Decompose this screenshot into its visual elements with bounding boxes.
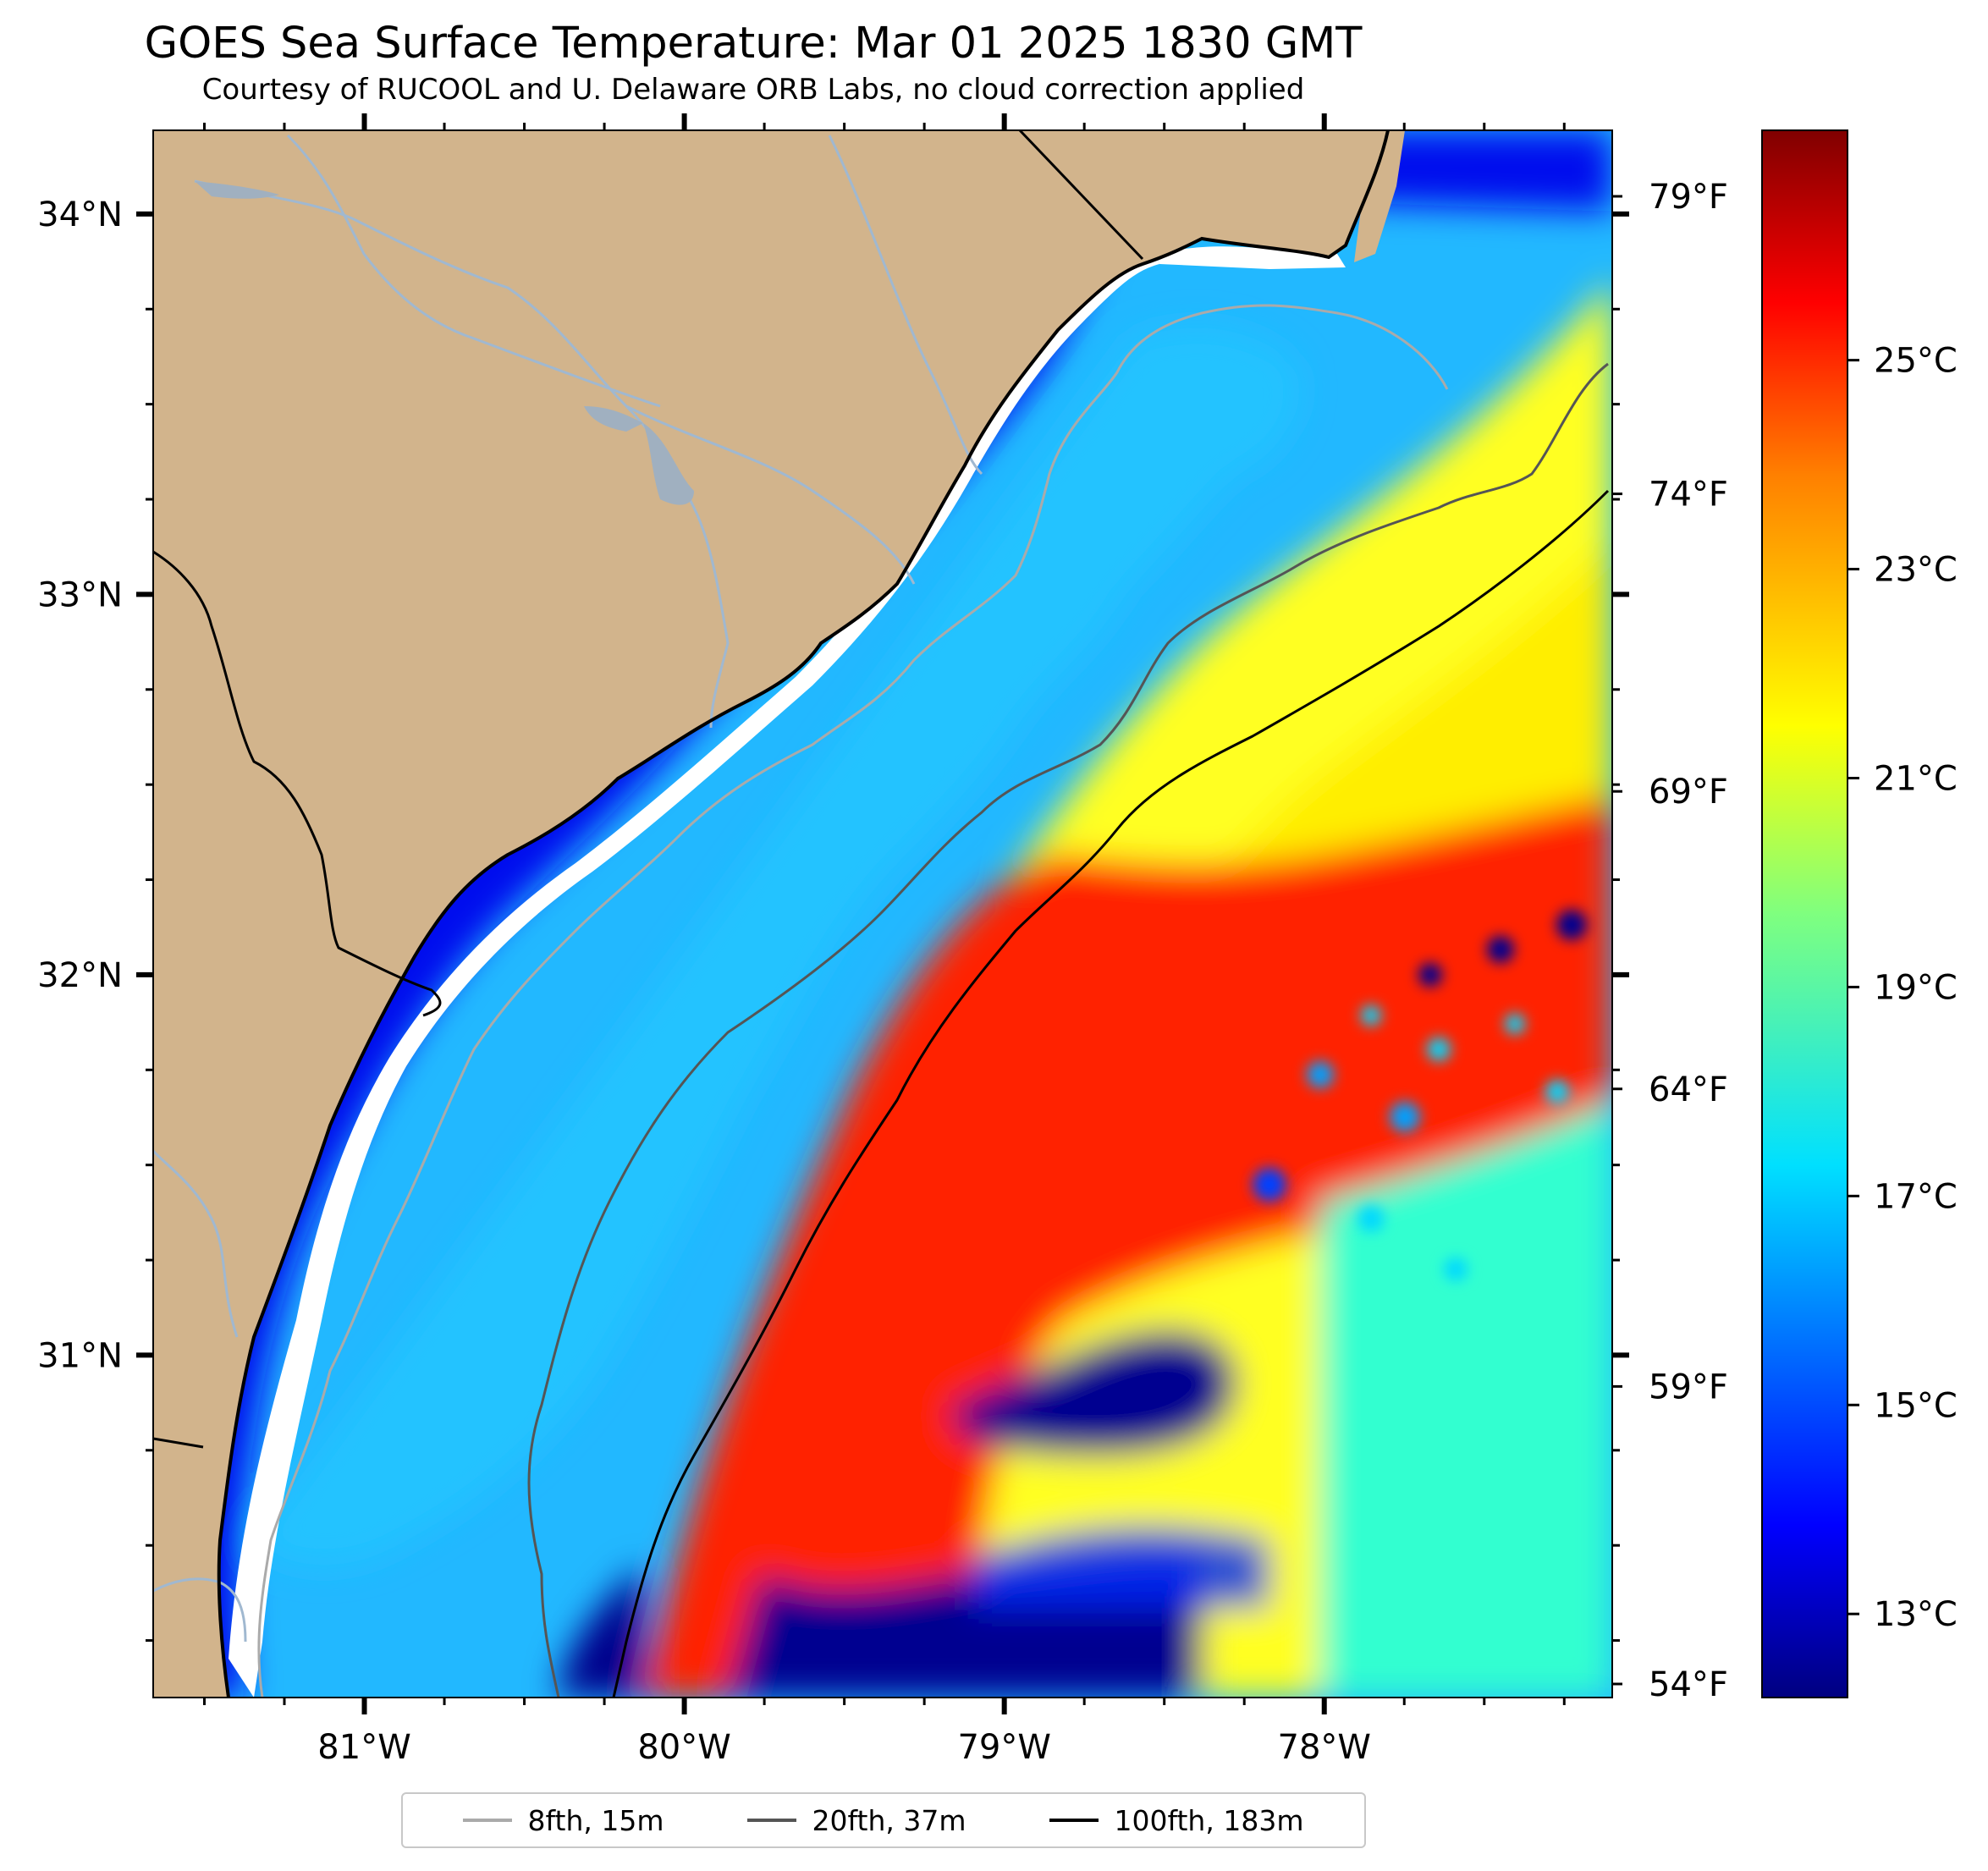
fahrenheit-labels: 79°F 74°F 69°F 64°F 59°F 54°F: [1612, 178, 1728, 1704]
latitude-labels: 34°N 33°N 32°N 31°N: [37, 195, 123, 1376]
coastline: [217, 130, 1390, 1698]
colorbar-label: 17°C: [1874, 1177, 1958, 1216]
lake-marion: [643, 423, 694, 505]
map-tick-marks: [136, 113, 1629, 1714]
colorbar-label: 25°C: [1874, 342, 1958, 381]
colorbar-ticks: 25°C 23°C 21°C 19°C 17°C 15°C 13°C: [1848, 342, 1958, 1634]
colorbar: [1761, 129, 1848, 1698]
colorbar-label: 23°C: [1874, 551, 1958, 590]
legend-label-8fth: 8fth, 15m: [527, 1803, 664, 1837]
longitude-label: 78°W: [1278, 1728, 1371, 1767]
isobaths: [257, 304, 1610, 1698]
longitude-label: 81°W: [317, 1728, 410, 1767]
fahrenheit-label: 79°F: [1649, 178, 1728, 217]
latitude-label: 34°N: [37, 195, 123, 234]
legend-swatch-20fth: [747, 1819, 797, 1822]
fahrenheit-label: 74°F: [1649, 476, 1728, 515]
longitude-labels: 81°W 80°W 79°W 78°W: [317, 1728, 1371, 1767]
legend-label-20fth: 20fth, 37m: [812, 1803, 966, 1837]
fahrenheit-label: 69°F: [1649, 773, 1728, 812]
legend-swatch-8fth: [463, 1819, 513, 1822]
latitude-label: 33°N: [37, 575, 123, 614]
colorbar-label: 19°C: [1874, 968, 1958, 1007]
legend-item-100fth: 100fth, 183m: [1049, 1804, 1303, 1837]
lake-north: [195, 181, 279, 199]
latitude-label: 32°N: [37, 956, 123, 995]
map-title: GOES Sea Surface Temperature: Mar 01 202…: [144, 19, 1363, 69]
colorbar-label: 13°C: [1874, 1595, 1958, 1634]
fahrenheit-label: 54°F: [1649, 1665, 1728, 1704]
isobath-100fth: [612, 489, 1610, 1698]
land-mass: [153, 130, 1405, 1698]
longitude-label: 79°W: [957, 1728, 1050, 1767]
isobath-20fth: [527, 362, 1609, 1698]
legend-swatch-100fth: [1049, 1819, 1099, 1822]
legend-item-20fth: 20fth, 37m: [747, 1804, 966, 1837]
colorbar-label: 21°C: [1874, 759, 1958, 798]
isobath-8fth: [257, 304, 1449, 1698]
longitude-label: 80°W: [637, 1728, 730, 1767]
map-subtitle: Courtesy of RUCOOL and U. Delaware ORB L…: [201, 73, 1305, 107]
lake-moultrie: [584, 406, 643, 432]
map-frame: [152, 129, 1613, 1698]
state-borders: [153, 130, 1144, 1449]
legend-item-8fth: 8fth, 15m: [463, 1804, 664, 1837]
colorbar-label: 15°C: [1874, 1386, 1958, 1425]
legend-label-100fth: 100fth, 183m: [1114, 1803, 1304, 1837]
fahrenheit-label: 59°F: [1649, 1367, 1728, 1406]
isobath-legend: 8fth, 15m 20fth, 37m 100fth, 183m: [401, 1792, 1366, 1848]
latitude-label: 31°N: [37, 1336, 123, 1375]
fahrenheit-label: 64°F: [1649, 1070, 1728, 1109]
